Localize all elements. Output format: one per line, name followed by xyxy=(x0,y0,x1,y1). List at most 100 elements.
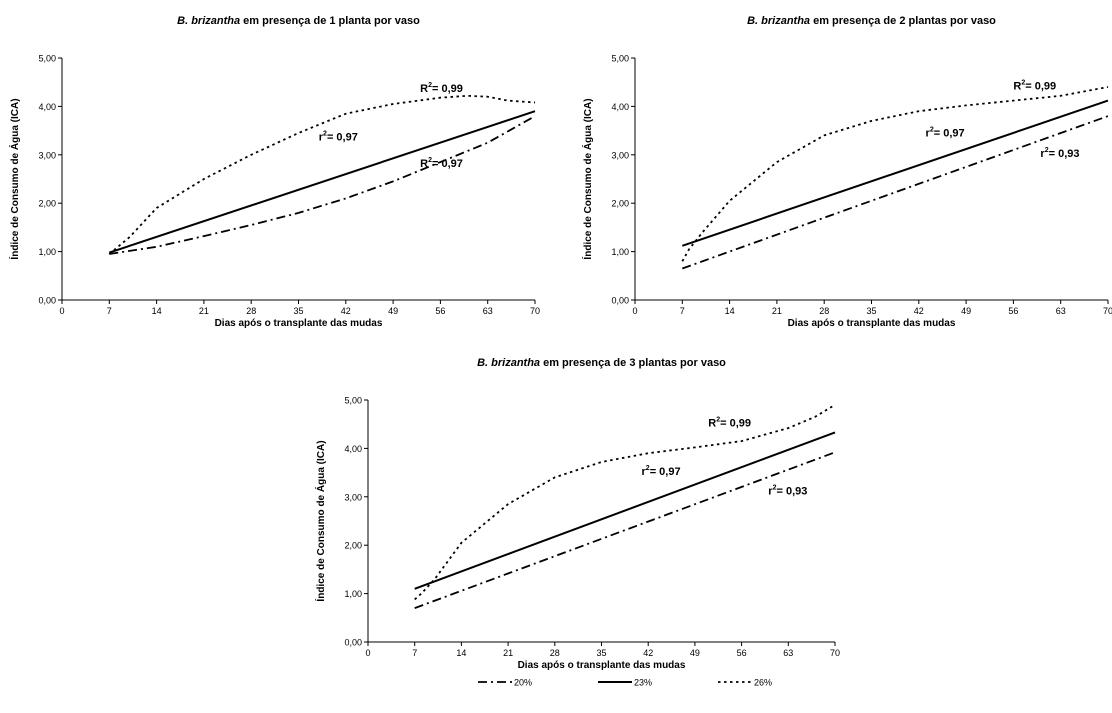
y-tick-label: 4,00 xyxy=(38,102,56,112)
r-squared-annotation: r2= 0,97 xyxy=(642,465,681,478)
annotation-value: = 0,99 xyxy=(1025,80,1056,92)
y-tick-label: 1,00 xyxy=(38,247,56,257)
y-tick-label: 5,00 xyxy=(344,396,362,406)
x-tick-label: 0 xyxy=(365,648,370,658)
chart-title-text: em presença de 3 plantas por vaso xyxy=(540,357,726,369)
r-squared-annotation: r2= 0,93 xyxy=(768,484,807,497)
r-squared-annotation: r2= 0,93 xyxy=(1040,147,1079,160)
legend-label-s23: 23% xyxy=(634,678,652,688)
x-tick-label: 63 xyxy=(483,306,493,316)
x-axis-label: Dias após o transplante das mudas xyxy=(518,660,686,671)
y-tick-label: 0,00 xyxy=(344,638,362,648)
annotation-value: = 0,97 xyxy=(327,131,358,143)
annotation-symbol: R xyxy=(420,83,428,95)
y-tick-label: 1,00 xyxy=(611,247,629,257)
series-line-s26 xyxy=(681,86,1109,262)
series-line-s26 xyxy=(414,404,836,601)
chart-title-species: B. brizantha xyxy=(177,15,240,27)
x-tick-label: 14 xyxy=(456,648,466,658)
annotation-superscript: 2 xyxy=(716,417,720,424)
x-tick-label: 28 xyxy=(550,648,560,658)
chart-title: B. brizantha em presença de 3 plantas po… xyxy=(477,357,726,369)
annotation-superscript: 2 xyxy=(323,130,327,137)
x-tick-label: 35 xyxy=(866,306,876,316)
annotation-value: = 0,97 xyxy=(650,466,681,478)
annotation-superscript: 2 xyxy=(428,157,432,164)
annotation-symbol: R xyxy=(708,418,716,430)
x-tick-label: 42 xyxy=(643,648,653,658)
annotation-superscript: 2 xyxy=(1045,147,1049,154)
series-line-s26 xyxy=(108,94,536,255)
x-tick-label: 7 xyxy=(680,306,685,316)
x-tick-label: 35 xyxy=(293,306,303,316)
chart-2-plantas: B. brizantha em presença de 2 plantas po… xyxy=(581,15,1112,329)
y-tick-label: 3,00 xyxy=(38,150,56,160)
series-line-s23 xyxy=(414,431,836,590)
chart-title-text: em presença de 1 planta por vaso xyxy=(240,15,420,27)
annotation-value: = 0,99 xyxy=(720,418,751,430)
x-tick-label: 63 xyxy=(783,648,793,658)
y-axis-label: Índice de Consumo de Água (ICA) xyxy=(314,440,327,601)
series-line-s23 xyxy=(108,110,536,254)
x-tick-label: 63 xyxy=(1056,306,1066,316)
x-axis-label: Dias após o transplante das mudas xyxy=(788,318,956,329)
r-squared-annotation: r2= 0,97 xyxy=(926,126,965,139)
y-tick-label: 2,00 xyxy=(38,199,56,209)
legend-label-s26: 26% xyxy=(754,678,772,688)
annotation-superscript: 2 xyxy=(646,465,650,472)
x-tick-label: 56 xyxy=(1008,306,1018,316)
series-line-s23 xyxy=(681,99,1109,247)
annotation-symbol: R xyxy=(1013,80,1021,92)
x-tick-label: 14 xyxy=(152,306,162,316)
chart-1-planta: B. brizantha em presença de 1 planta por… xyxy=(8,15,540,329)
x-tick-label: 21 xyxy=(503,648,513,658)
r-squared-annotation: R2= 0,99 xyxy=(1013,79,1056,92)
y-tick-label: 4,00 xyxy=(611,102,629,112)
y-tick-label: 4,00 xyxy=(344,444,362,454)
x-tick-label: 35 xyxy=(596,648,606,658)
chart-title-species: B. brizantha xyxy=(747,15,810,27)
x-tick-label: 7 xyxy=(412,648,417,658)
y-tick-label: 0,00 xyxy=(611,296,629,306)
x-tick-label: 56 xyxy=(737,648,747,658)
x-tick-label: 21 xyxy=(772,306,782,316)
y-axis-label: Índice de Consumo de Água (ICA) xyxy=(581,98,594,259)
chart-title: B. brizantha em presença de 2 plantas po… xyxy=(747,15,996,27)
r-squared-annotation: R2= 0,99 xyxy=(708,417,751,430)
y-axis-label: Índice de Consumo de Água (ICA) xyxy=(8,98,21,259)
y-tick-label: 5,00 xyxy=(38,54,56,64)
series-line-s20 xyxy=(414,451,836,609)
x-tick-label: 70 xyxy=(530,306,540,316)
legend-label-s20: 20% xyxy=(514,678,532,688)
x-tick-label: 0 xyxy=(632,306,637,316)
y-tick-label: 2,00 xyxy=(611,199,629,209)
annotation-value: = 0,97 xyxy=(934,127,965,139)
r-squared-annotation: R2= 0,99 xyxy=(420,82,463,95)
x-tick-label: 0 xyxy=(59,306,64,316)
annotation-superscript: 2 xyxy=(1021,79,1025,86)
x-tick-label: 42 xyxy=(341,306,351,316)
x-tick-label: 7 xyxy=(107,306,112,316)
x-tick-label: 28 xyxy=(246,306,256,316)
chart-title-text: em presença de 2 plantas por vaso xyxy=(810,15,996,27)
annotation-symbol: R xyxy=(420,158,428,170)
y-tick-label: 5,00 xyxy=(611,54,629,64)
x-tick-label: 70 xyxy=(830,648,840,658)
annotation-value: = 0,93 xyxy=(1049,148,1080,160)
annotation-superscript: 2 xyxy=(773,484,777,491)
x-tick-label: 28 xyxy=(819,306,829,316)
y-tick-label: 0,00 xyxy=(38,296,56,306)
x-tick-label: 70 xyxy=(1103,306,1112,316)
annotation-symbol: r xyxy=(642,466,647,478)
x-tick-label: 14 xyxy=(725,306,735,316)
annotation-superscript: 2 xyxy=(930,126,934,133)
chart-title: B. brizantha em presença de 1 planta por… xyxy=(177,15,420,27)
x-tick-label: 42 xyxy=(914,306,924,316)
x-axis-label: Dias após o transplante das mudas xyxy=(215,318,383,329)
y-tick-label: 2,00 xyxy=(344,541,362,551)
x-tick-label: 49 xyxy=(690,648,700,658)
x-tick-label: 49 xyxy=(388,306,398,316)
x-tick-label: 21 xyxy=(199,306,209,316)
series-line-s20 xyxy=(681,115,1109,270)
